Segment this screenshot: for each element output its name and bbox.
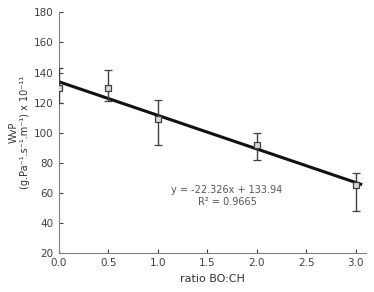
Y-axis label: WvP
(g.Pa⁻¹.s⁻¹.m⁻¹) x 10⁻¹¹: WvP (g.Pa⁻¹.s⁻¹.m⁻¹) x 10⁻¹¹: [8, 76, 30, 189]
Text: y = -22.326x + 133.94
R² = 0.9665: y = -22.326x + 133.94 R² = 0.9665: [171, 185, 283, 207]
X-axis label: ratio BO:CH: ratio BO:CH: [180, 274, 245, 284]
